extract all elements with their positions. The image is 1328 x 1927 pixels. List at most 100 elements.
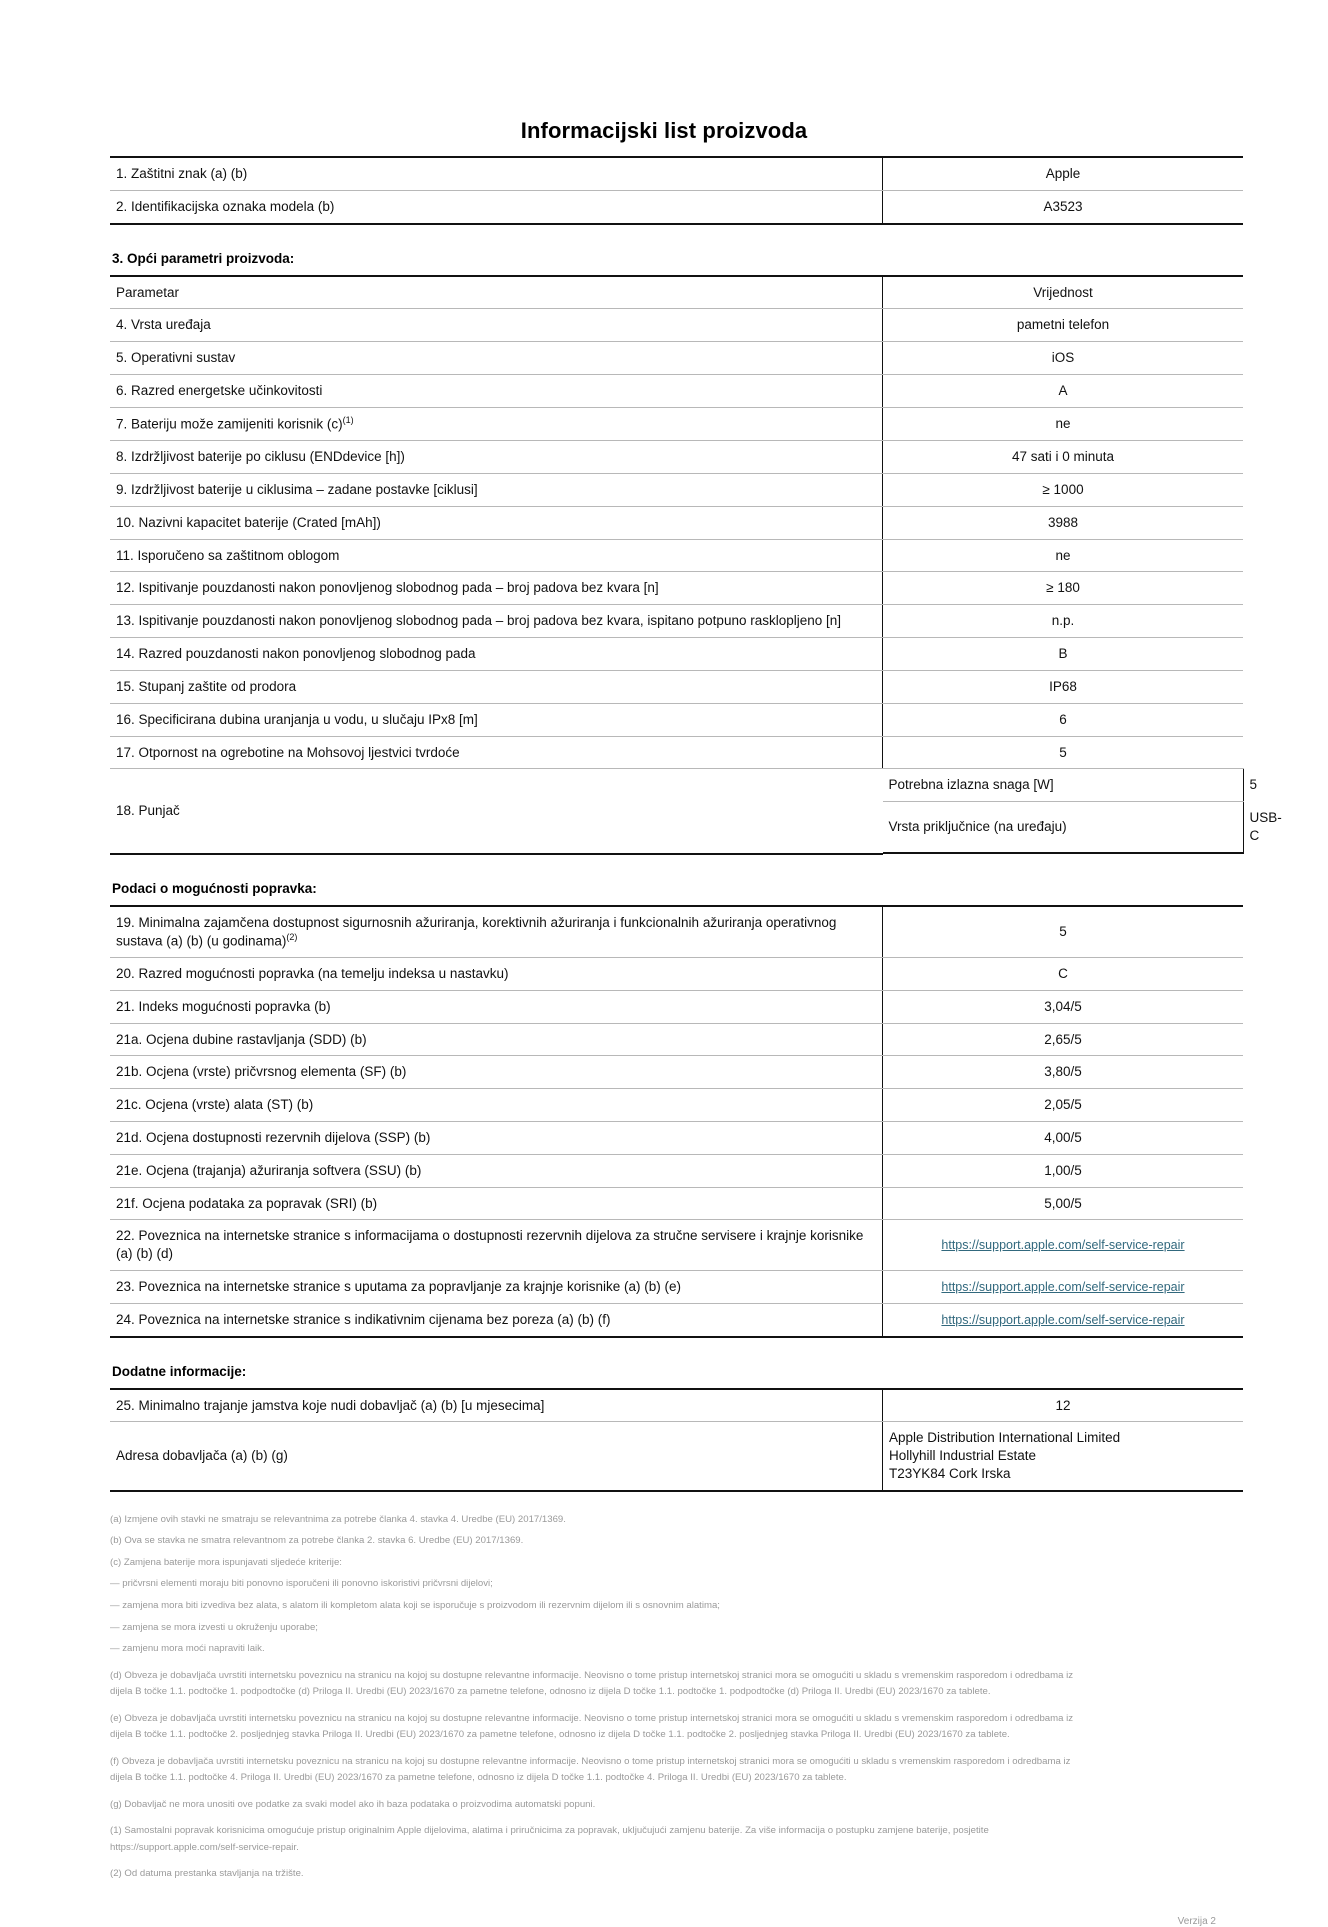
row-11-label: 11. Isporučeno sa zaštitnom oblogom — [110, 539, 883, 573]
row-21e-label: 21e. Ocjena (trajanja) ažuriranja softve… — [110, 1154, 883, 1188]
row-19-label: 19. Minimalna zajamčena dostupnost sigur… — [110, 904, 883, 958]
table-row: 7. Bateriju može zamijeniti korisnik (c)… — [110, 407, 1243, 442]
row-6-label: 6. Razred energetske učinkovitosti — [110, 374, 883, 408]
table-row: 21a. Ocjena dubine rastavljanja (SDD) (b… — [110, 1023, 1243, 1057]
footnote-f-line-1: (f) Obveza je dobavljača uvrstiti intern… — [110, 1755, 1071, 1767]
row-21-label: 21. Indeks mogućnosti popravka (b) — [110, 990, 883, 1024]
address-line-1: Apple Distribution International Limited — [889, 1430, 1121, 1446]
row-21c-value: 2,05/5 — [882, 1088, 1243, 1122]
footnote-marker-2: (2) — [286, 931, 298, 942]
row-23-label: 23. Poveznica na internetske stranice s … — [110, 1270, 883, 1304]
row-4-label: 4. Vrsta uređaja — [110, 308, 883, 343]
table-row: 19. Minimalna zajamčena dostupnost sigur… — [110, 904, 1243, 958]
row-9-value: ≥ 1000 — [882, 473, 1243, 507]
page-title: Informacijski list proizvoda — [520, 118, 808, 143]
product-information-sheet-page: Informacijski list proizvoda 1. Zaštitni… — [110, 118, 1282, 1927]
address-line-2: Hollyhill Industrial Estate — [889, 1448, 1037, 1464]
spacer-cell — [883, 853, 1244, 854]
repair-instructions-link[interactable]: https://support.apple.com/self-service-r… — [941, 1280, 1185, 1294]
row-13-label: 13. Ispitivanje pouzdanosti nakon ponovl… — [110, 604, 883, 639]
header-parameter: Parametar — [110, 274, 883, 310]
table-row: 16. Specificirana dubina uranjanja u vod… — [110, 703, 1243, 737]
row-21a-value: 2,65/5 — [882, 1023, 1243, 1057]
row-24-value: https://support.apple.com/self-service-r… — [882, 1303, 1243, 1338]
trademark-value: Apple — [882, 155, 1243, 191]
footnote-c-item-2: — zamjena mora biti izvediva bez alata, … — [110, 1600, 720, 1611]
supplier-address-value: Apple Distribution International Limited… — [882, 1421, 1243, 1492]
row-21d-value: 4,00/5 — [882, 1121, 1243, 1155]
row-21b-label: 21b. Ocjena (vrste) pričvrsnog elementa … — [110, 1055, 883, 1090]
row-7-value: ne — [882, 407, 1243, 442]
footnote-d-line-2: dijela B točke 1.1. podtočke 1. podpodto… — [110, 1686, 991, 1698]
additional-information-table: 25. Minimalno trajanje jamstva koje nudi… — [110, 1387, 1243, 1492]
row-21c-label: 21c. Ocjena (vrste) alata (ST) (b) — [110, 1088, 883, 1122]
table-row: 10. Nazivni kapacitet baterije (Crated [… — [110, 506, 1243, 540]
page-content: Informacijski list proizvoda 1. Zaštitni… — [110, 118, 1282, 1927]
row-22-value: https://support.apple.com/self-service-r… — [882, 1219, 1243, 1271]
row-20-label: 20. Razred mogućnosti popravka (na temel… — [110, 957, 883, 991]
table-row: 14. Razred pouzdanosti nakon ponovljenog… — [110, 637, 1243, 671]
repairability-heading: Podaci o mogućnosti popravka: — [112, 880, 317, 896]
row-21f-label: 21f. Ocjena podataka za popravak (SRI) (… — [110, 1187, 883, 1221]
header-value: Vrijednost — [882, 274, 1243, 310]
table-row: 21d. Ocjena dostupnosti rezervnih dijelo… — [110, 1121, 1243, 1155]
row-5-value: iOS — [882, 341, 1243, 376]
table-row: 2. Identifikacijska oznaka modela (b) A3… — [110, 190, 1243, 225]
footnote-a: (a) Izmjene ovih stavki ne smatraju se r… — [110, 1513, 566, 1525]
table-row: 23. Poveznica na internetske stranice s … — [110, 1270, 1243, 1304]
row-15-label: 15. Stupanj zaštite od prodora — [110, 670, 883, 704]
row-23-value: https://support.apple.com/self-service-r… — [882, 1270, 1243, 1304]
table-row: 21f. Ocjena podataka za popravak (SRI) (… — [110, 1187, 1243, 1221]
charger-power-label: Potrebna izlazna snaga [W] — [882, 768, 1243, 803]
row-14-label: 14. Razred pouzdanosti nakon ponovljenog… — [110, 637, 883, 671]
row-25-value: 12 — [882, 1387, 1243, 1423]
row-21b-value: 3,80/5 — [882, 1055, 1243, 1090]
table-row: 12. Ispitivanje pouzdanosti nakon ponovl… — [110, 571, 1243, 606]
indicative-prices-link[interactable]: https://support.apple.com/self-service-r… — [941, 1312, 1185, 1327]
row-15-value: IP68 — [882, 670, 1243, 704]
supplier-address-label: Adresa dobavljača (a) (b) (g) — [110, 1421, 883, 1492]
footnote-c: (c) Zamjena baterije mora ispunjavati sl… — [110, 1556, 342, 1568]
table-row: Adresa dobavljača (a) (b) (g) Apple Dist… — [110, 1421, 1243, 1492]
table-row: 17. Otpornost na ogrebotine na Mohsovoj … — [110, 736, 1243, 770]
table-row: 1. Zaštitni znak (a) (b) Apple — [110, 155, 1243, 191]
footnote-e-line-2: dijela B točke 1.1. podtočke 2. posljedn… — [110, 1729, 1010, 1741]
table-row: 18. Punjač Potrebna izlazna snaga [W] 5 — [110, 768, 1257, 818]
identity-table: 1. Zaštitni znak (a) (b) Apple 2. Identi… — [110, 155, 1243, 225]
table-row: 21b. Ocjena (vrste) pričvrsnog elementa … — [110, 1055, 1243, 1090]
footnote-f-line-2: dijela B točke 1.1. podtočke 4. Priloga … — [110, 1772, 847, 1784]
footnote-marker-1: (1) — [342, 414, 354, 425]
additional-information-heading: Dodatne informacije: — [112, 1363, 247, 1379]
footnotes-block: (a) Izmjene ovih stavki ne smatraju se r… — [110, 1512, 1218, 1882]
footnote-2: (2) Od datuma prestanka stavljanja na tr… — [110, 1868, 304, 1880]
row-21-value: 3,04/5 — [882, 990, 1243, 1024]
row-14-value: B — [882, 637, 1243, 671]
table-row: 15. Stupanj zaštite od prodora IP68 — [110, 670, 1243, 704]
table-row: 21. Indeks mogućnosti popravka (b) 3,04/… — [110, 990, 1243, 1024]
row-7-label: 7. Bateriju može zamijeniti korisnik (c)… — [110, 407, 883, 442]
row-17-value: 5 — [882, 736, 1243, 770]
row-5-label: 5. Operativni sustav — [110, 341, 883, 376]
footnote-d-line-1: (d) Obveza je dobavljača uvrstiti intern… — [110, 1669, 1074, 1681]
general-parameters-table: Parametar Vrijednost 4. Vrsta uređaja pa… — [110, 274, 1282, 855]
table-header-row: Parametar Vrijednost — [110, 274, 1243, 310]
row-8-value: 47 sati i 0 minuta — [882, 440, 1243, 474]
model-id-value: A3523 — [882, 190, 1243, 225]
spare-parts-link[interactable]: https://support.apple.com/self-service-r… — [941, 1238, 1185, 1253]
row-19-value: 5 — [882, 904, 1243, 958]
row-8-label: 8. Izdržljivost baterije po ciklusu (END… — [110, 440, 883, 474]
repairability-table: 19. Minimalna zajamčena dostupnost sigur… — [110, 904, 1243, 1338]
charger-label: 18. Punjač — [116, 803, 180, 819]
table-row: 8. Izdržljivost baterije po ciklusu (END… — [110, 440, 1243, 474]
table-row: Vrsta priključnice (na uređaju) USB-C — [110, 801, 1282, 854]
row-10-label: 10. Nazivni kapacitet baterije (Crated [… — [110, 506, 883, 540]
row-9-label: 9. Izdržljivost baterije u ciklusima – z… — [110, 473, 883, 507]
general-parameters-heading: 3. Opći parametri proizvoda: — [112, 250, 295, 266]
table-row: 21c. Ocjena (vrste) alata (ST) (b) 2,05/… — [110, 1088, 1243, 1122]
row-25-label: 25. Minimalno trajanje jamstva koje nudi… — [110, 1387, 883, 1423]
row-24-label: 24. Poveznica na internetske stranice s … — [110, 1303, 883, 1338]
row-12-label: 12. Ispitivanje pouzdanosti nakon ponovl… — [110, 571, 883, 606]
footnote-c-item-3: — zamjena se mora izvesti u okruženju up… — [110, 1621, 318, 1633]
row-17-label: 17. Otpornost na ogrebotine na Mohsovoj … — [110, 736, 883, 770]
table-row: 21e. Ocjena (trajanja) ažuriranja softve… — [110, 1154, 1243, 1188]
